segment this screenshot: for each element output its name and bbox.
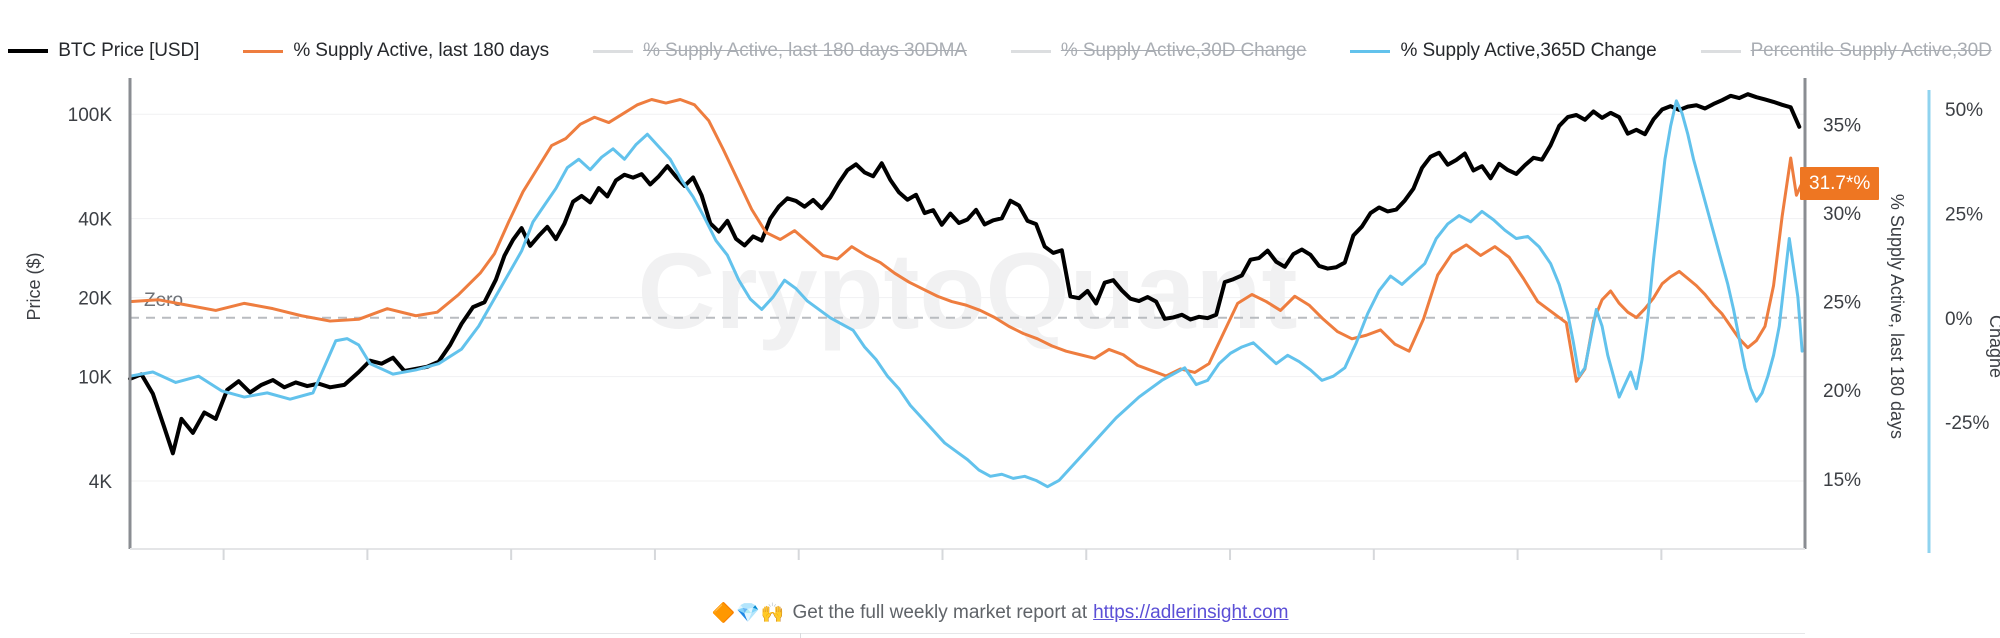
change-axis-title: Chagne xyxy=(1986,315,2000,378)
legend-item-label: Percentile Supply Active,30D xyxy=(1750,40,1992,61)
supply-active-axis-title: % Supply Active, last 180 days xyxy=(1887,194,1907,439)
legend-line-icon xyxy=(1700,49,1741,53)
legend-line-icon xyxy=(8,49,49,53)
legend-item-5[interactable]: Percentile Supply Active,30D xyxy=(1679,40,2000,62)
supply-active-axis-tick-label: 15% xyxy=(1823,470,1861,491)
legend-item-label: % Supply Active, last 180 days 30DMA xyxy=(643,40,967,61)
status-badge: 31.7*% xyxy=(1800,167,1880,200)
supply-active-axis-tick-label: 20% xyxy=(1823,381,1861,402)
legend-item-2[interactable]: % Supply Active, last 180 days 30DMA xyxy=(571,40,989,62)
change-axis-tick-label: 25% xyxy=(1945,204,1983,225)
change-axis-tick-label: 0% xyxy=(1945,309,1973,330)
footer-text: Get the full weekly market report at xyxy=(792,602,1088,623)
legend-line-icon xyxy=(593,49,634,53)
legend-item-1[interactable]: % Supply Active, last 180 days xyxy=(221,40,571,62)
price-axis-tick-label: 20K xyxy=(78,289,112,310)
legend-line-icon xyxy=(1350,49,1391,53)
legend-line-icon xyxy=(243,49,284,53)
supply-active-axis-tick-label: 30% xyxy=(1823,204,1861,225)
price-axis-title: Price ($) xyxy=(24,252,44,320)
plot-area: CryptoQuant 100K 40K 20K 10K 4K Zero Price ($) 3… xyxy=(0,68,2000,568)
bottom-divider-tick xyxy=(800,633,801,638)
series-line-2 xyxy=(128,99,1804,489)
change-axis-tick-label: -25% xyxy=(1945,413,1989,434)
legend-item-label: % Supply Active,30D Change xyxy=(1060,40,1307,61)
watermark: CryptoQuant xyxy=(638,230,1298,351)
price-axis-tick-label: 100K xyxy=(68,105,113,126)
price-axis-tick-label: 4K xyxy=(89,472,113,493)
legend-item-label: % Supply Active, last 180 days xyxy=(293,40,550,61)
legend-item-label: % Supply Active,365D Change xyxy=(1400,40,1657,61)
change-axis-tick-label: 50% xyxy=(1945,100,1983,121)
legend-item-label: BTC Price [USD] xyxy=(58,40,200,61)
price-axis-tick-label: 10K xyxy=(78,368,112,389)
price-axis-tick-label: 40K xyxy=(78,210,112,231)
legend-line-icon xyxy=(1010,49,1051,53)
footer-link[interactable]: https://adlerinsight.com xyxy=(1093,602,1289,623)
supply-active-axis-tick-label: 35% xyxy=(1823,115,1861,136)
legend-item-3[interactable]: % Supply Active,30D Change xyxy=(989,40,1329,62)
legend-item-0[interactable]: BTC Price [USD] xyxy=(0,40,221,62)
legend-item-4[interactable]: % Supply Active,365D Change xyxy=(1328,40,1678,62)
chart-legend: BTC Price [USD] % Supply Active, last 180… xyxy=(0,34,2000,68)
supply-active-axis-tick-label: 25% xyxy=(1823,293,1861,314)
series-line-1 xyxy=(128,98,1804,383)
bottom-divider xyxy=(130,633,1805,634)
series-line-0 xyxy=(128,92,1802,456)
footer-promo: 🔶💎🙌 Get the full weekly market report at… xyxy=(0,598,2000,628)
footer-emoji-icons: 🔶💎🙌 xyxy=(711,603,786,624)
